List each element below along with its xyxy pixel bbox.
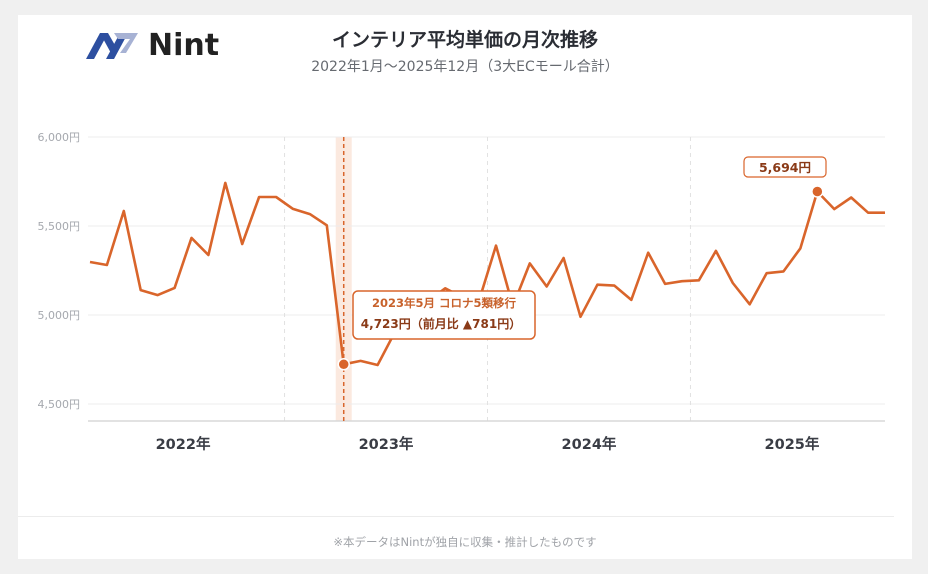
nint-logo-icon	[86, 33, 138, 59]
event-callout: 2023年5月 コロナ5類移行 4,723円（前月比 ▲781円）	[352, 290, 536, 340]
x-tick-label: 2025年	[765, 435, 820, 453]
y-tick-label: 5,000円	[38, 309, 81, 322]
peak-callout: 5,694円	[743, 156, 827, 178]
chart-card: Nint インテリア平均単価の月次推移 2022年1月〜2025年12月（3大E…	[18, 15, 912, 559]
peak-point[interactable]	[811, 185, 824, 198]
x-tick-label: 2023年	[359, 435, 414, 453]
y-tick-label: 4,500円	[38, 398, 81, 411]
chart-subtitle: 2022年1月〜2025年12月（3大ECモール合計）	[311, 59, 619, 75]
x-tick-label: 2022年	[156, 435, 211, 453]
line-chart: 4,500円 5,000円 5,500円 6,000円 2022年 2023年 2024年 2…	[38, 131, 885, 453]
event-point[interactable]	[337, 358, 350, 371]
footer-note: ※本データはNintが独自に収集・推計したものです	[333, 535, 597, 549]
footer-divider	[18, 516, 894, 517]
peak-callout-value: 5,694円	[759, 160, 811, 175]
event-callout-title: 2023年5月 コロナ5類移行	[372, 296, 517, 310]
brand-name: Nint	[148, 27, 220, 63]
y-tick-label: 5,500円	[38, 220, 81, 233]
event-callout-value: 4,723円（前月比 ▲781円）	[361, 316, 521, 331]
x-tick-label: 2024年	[562, 435, 617, 453]
price-line	[89, 181, 885, 367]
chart-title: インテリア平均単価の月次推移	[331, 29, 598, 51]
y-tick-label: 6,000円	[38, 131, 81, 144]
nint-logo: Nint	[86, 27, 219, 63]
